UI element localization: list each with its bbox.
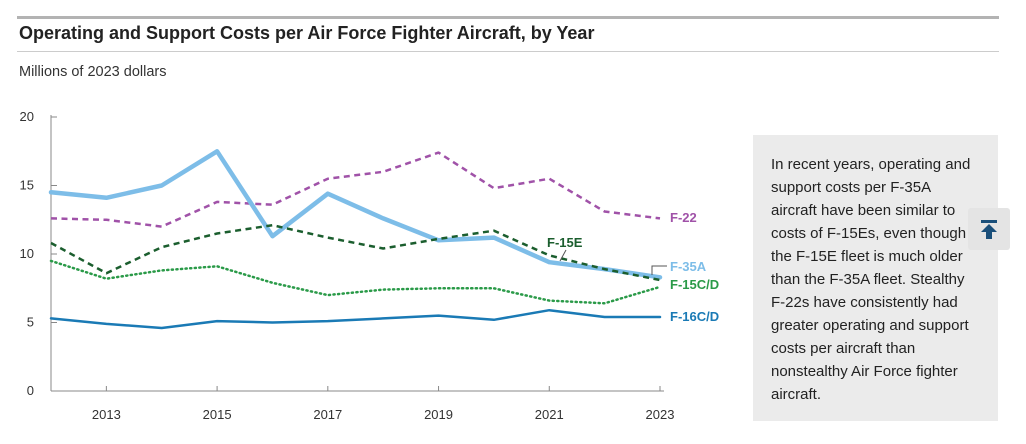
y-tick-label: 0 <box>27 383 34 398</box>
sidebar-note-text: In recent years, operating and support c… <box>771 156 971 403</box>
y-tick-label: 5 <box>27 315 34 330</box>
series-label-f-35a: F-35A <box>670 259 707 274</box>
sidebar-note: In recent years, operating and support c… <box>753 135 998 421</box>
series-label-f-22: F-22 <box>670 210 697 225</box>
scroll-to-top-button[interactable] <box>968 208 1010 250</box>
series-label-f-16c-d: F-16C/D <box>670 309 719 324</box>
series-line-f-35a <box>48 149 663 280</box>
series-label-f-15e: F-15E <box>547 235 583 250</box>
y-tick-label: 15 <box>20 178 34 193</box>
x-tick-label: 2019 <box>424 407 453 422</box>
y-tick-label: 10 <box>20 246 34 261</box>
y-tick-label: 20 <box>20 109 34 124</box>
chart-lines <box>48 149 663 330</box>
chart-axes: 0 5 10 15 20 2013 2015 2017 2019 2021 2023 <box>20 109 675 422</box>
chart-labels: F-22 F-35A F-15E F-15C/D F-16C/D <box>547 210 719 324</box>
top-rule <box>17 16 999 19</box>
leader-line-f-35a <box>651 265 667 275</box>
series-line-f-15c-d <box>49 259 662 305</box>
series-label-f-15c-d: F-15C/D <box>670 277 719 292</box>
x-tick-label: 2021 <box>535 407 564 422</box>
arrow-up-to-top-icon <box>981 220 997 239</box>
title-divider <box>17 51 999 52</box>
leader-line-f-15e <box>559 249 567 262</box>
series-line-f-15e <box>50 223 661 282</box>
series-line-f-16c-d <box>49 308 662 330</box>
x-tick-label: 2017 <box>313 407 342 422</box>
y-axis-unit-label: Millions of 2023 dollars <box>19 64 167 80</box>
chart-title: Operating and Support Costs per Air Forc… <box>19 23 595 43</box>
x-tick-label: 2013 <box>92 407 121 422</box>
x-tick-label: 2015 <box>203 407 232 422</box>
x-tick-label: 2023 <box>646 407 675 422</box>
series-line-f-22 <box>50 151 661 228</box>
